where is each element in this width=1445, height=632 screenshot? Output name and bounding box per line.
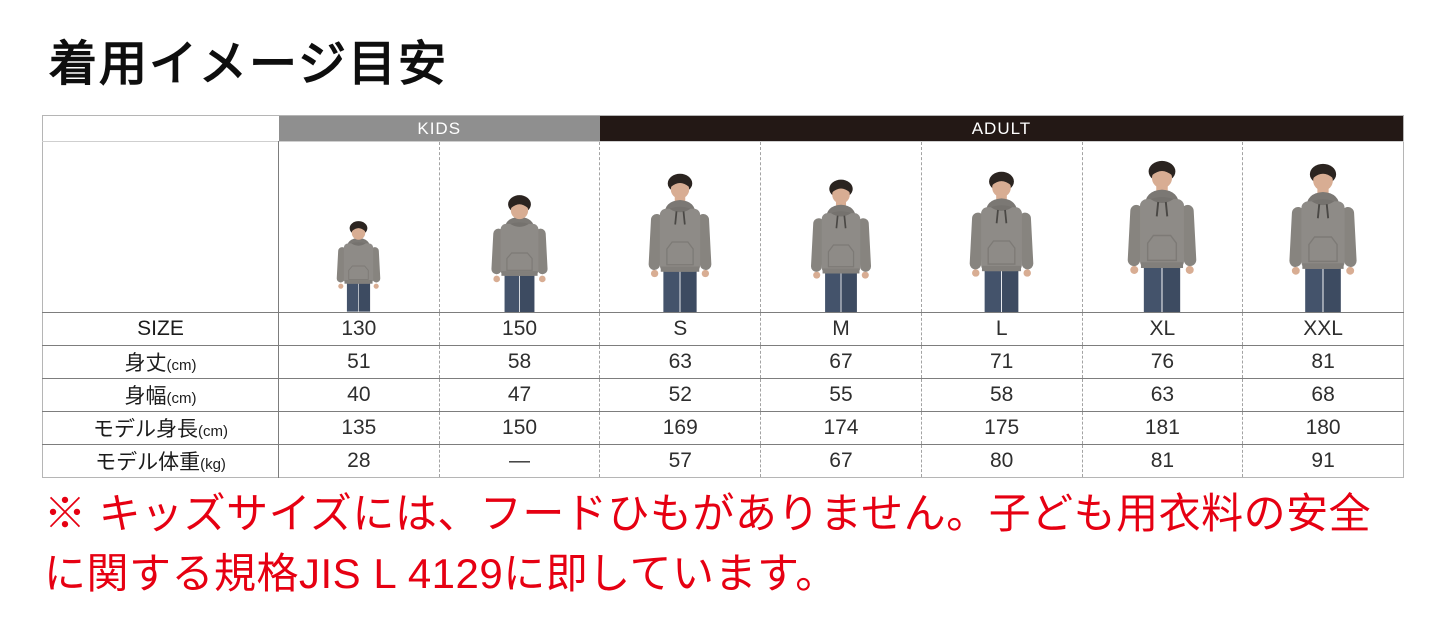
model-photo-l — [920, 141, 1083, 313]
cell-body-length-s: 63 — [599, 345, 761, 379]
person-adult-icon — [1114, 159, 1210, 312]
cell-model-height-130: 135 — [278, 411, 440, 445]
cell-model-height-xxl: 180 — [1242, 411, 1404, 445]
cell-body-width-l: 58 — [920, 378, 1083, 412]
model-photo-130 — [278, 141, 440, 313]
table-row-body-length: 身丈(cm) 51 58 63 67 71 76 81 — [42, 345, 1404, 379]
cell-model-weight-150: — — [438, 444, 600, 478]
row-label-model-weight: モデル体重(kg) — [42, 444, 279, 478]
cell-model-weight-130: 28 — [278, 444, 440, 478]
cell-model-weight-s: 57 — [599, 444, 761, 478]
row-label-unit: (cm) — [166, 357, 197, 374]
cell-model-height-s: 169 — [599, 411, 761, 445]
cell-body-length-l: 71 — [920, 345, 1083, 379]
cell-size-l: L — [920, 312, 1083, 346]
row-label-text: SIZE — [137, 317, 184, 340]
cell-model-height-m: 174 — [760, 411, 922, 445]
kids-safety-note: ※ キッズサイズには、フードひもがありません。子ども用衣料の安全 に関する規格J… — [44, 484, 1436, 604]
cell-body-length-xl: 76 — [1081, 345, 1243, 379]
note-line-1: ※ キッズサイズには、フードひもがありません。子ども用衣料の安全 — [44, 490, 1372, 537]
cell-body-width-s: 52 — [599, 378, 761, 412]
cell-model-weight-xxl: 91 — [1242, 444, 1404, 478]
row-label-unit: (cm) — [166, 390, 197, 407]
row-label-unit: (cm) — [198, 423, 228, 440]
row-label-text: 身幅 — [124, 385, 167, 408]
cell-body-width-150: 47 — [438, 378, 600, 412]
table-row-body-width: 身幅(cm) 40 47 52 55 58 63 68 — [42, 378, 1404, 412]
cell-body-width-xl: 63 — [1081, 378, 1243, 412]
table-row-size: SIZE 130 150 S M L XL XXL — [42, 312, 1404, 346]
row-label-model-height: モデル身長(cm) — [42, 411, 279, 445]
cell-body-length-m: 67 — [760, 345, 922, 379]
cell-size-xxl: XXL — [1242, 312, 1404, 346]
row-label-body-length: 身丈(cm) — [42, 345, 279, 379]
cell-body-length-150: 58 — [438, 345, 600, 379]
row-label-size: SIZE — [42, 312, 279, 346]
model-photo-xl — [1081, 141, 1243, 313]
person-adult-icon — [636, 172, 724, 312]
person-kid-icon — [328, 220, 389, 312]
photo-row-label-cell — [42, 141, 279, 313]
model-photo-m — [760, 141, 922, 313]
cell-model-height-xl: 181 — [1081, 411, 1243, 445]
table-row-model-weight: モデル体重(kg) 28 — 57 67 80 81 91 — [42, 444, 1404, 478]
row-label-text: モデル身長 — [93, 418, 198, 441]
cell-body-length-130: 51 — [278, 345, 440, 379]
row-label-text: 身丈 — [124, 352, 167, 375]
person-adult-icon — [799, 178, 883, 312]
size-table: KIDS ADULT SIZE 130 150 S M L XL — [42, 115, 1404, 478]
cell-model-weight-l: 80 — [920, 444, 1083, 478]
cell-model-weight-m: 67 — [760, 444, 922, 478]
note-line-2: に関する規格JIS L 4129に即しています。 — [44, 550, 838, 597]
model-photo-xxl — [1242, 141, 1404, 313]
cell-size-s: S — [599, 312, 761, 346]
cell-model-height-l: 175 — [920, 411, 1083, 445]
person-adult-icon — [1276, 162, 1370, 312]
page-title: 着用イメージ目安 — [49, 38, 449, 91]
model-photo-150 — [438, 141, 600, 313]
cell-body-length-xxl: 81 — [1242, 345, 1404, 379]
person-adult-icon — [957, 170, 1046, 312]
column-group-header-row: KIDS ADULT — [42, 115, 1404, 142]
cell-body-width-130: 40 — [278, 378, 440, 412]
cell-body-width-m: 55 — [760, 378, 922, 412]
cell-model-height-150: 150 — [438, 411, 600, 445]
person-kid-icon — [480, 194, 559, 312]
cell-model-weight-xl: 81 — [1081, 444, 1243, 478]
table-row-model-height: モデル身長(cm) 135 150 169 174 175 181 180 — [42, 411, 1404, 445]
model-photo-row — [42, 141, 1404, 313]
cell-size-150: 150 — [438, 312, 600, 346]
cell-size-130: 130 — [278, 312, 440, 346]
row-label-text: モデル体重 — [95, 451, 201, 474]
table-corner-cell — [42, 115, 279, 142]
cell-size-m: M — [760, 312, 922, 346]
model-photo-s — [599, 141, 761, 313]
cell-size-xl: XL — [1081, 312, 1243, 346]
cell-body-width-xxl: 68 — [1242, 378, 1404, 412]
row-label-unit: (kg) — [200, 456, 226, 473]
row-label-body-width: 身幅(cm) — [42, 378, 279, 412]
column-group-adult: ADULT — [599, 115, 1404, 142]
column-group-kids: KIDS — [278, 115, 600, 142]
